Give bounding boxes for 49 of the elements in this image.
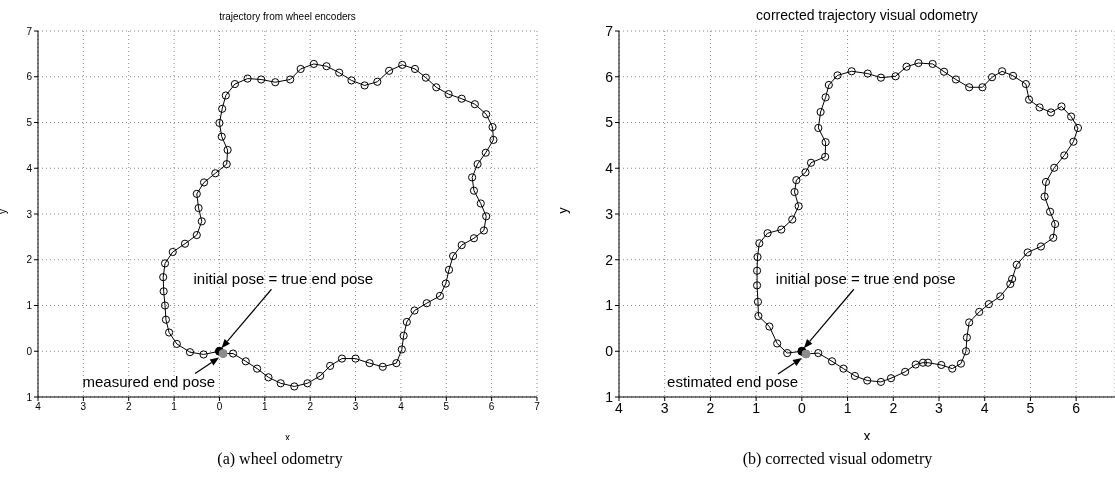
y-tick-label: 2 (26, 254, 33, 266)
x-tick-label: 3 (80, 401, 87, 413)
annotation: initial pose = true end pose (193, 270, 374, 288)
y-tick-label: 3 (605, 205, 614, 222)
x-tick-label: 4 (35, 401, 42, 413)
x-tick-label: 0 (797, 399, 806, 416)
x-tick-label: 1 (262, 401, 269, 413)
y-tick-label: 4 (26, 162, 33, 174)
x-tick-label: 2 (125, 401, 132, 413)
x-tick-label: 7 (534, 401, 541, 413)
x-tick-label: 5 (1026, 399, 1035, 416)
y-tick-label: 5 (605, 114, 614, 131)
chart-title: trajectory from wheel encoders (219, 11, 356, 22)
x-tick-label: 2 (889, 399, 898, 416)
x-tick-label: 6 (1072, 399, 1081, 416)
y-tick-label: 4 (605, 160, 614, 177)
y-tick-label: 0 (605, 343, 614, 360)
y-axis-title: y (553, 207, 570, 214)
text: (a) wheel odometry (217, 450, 343, 467)
x-tick-label: 5 (443, 401, 450, 413)
y-tick-label: 1 (26, 300, 33, 312)
x-tick-label: 2 (307, 401, 314, 413)
annotation: measured end pose (82, 372, 216, 390)
annotation: initial pose = true end pose (775, 270, 956, 288)
y-tick-label: 7 (605, 22, 614, 39)
y-tick-label: 1 (605, 297, 614, 314)
y-tick-label: 7 (26, 25, 33, 37)
x-tick-label: 0 (216, 401, 223, 413)
x-tick-label: 4 (398, 401, 405, 413)
chart-title: corrected trajectory visual odometry (756, 7, 978, 23)
x-tick-label: 3 (660, 399, 669, 416)
x-tick-label: 2 (706, 399, 715, 416)
y-tick-label: 2 (605, 251, 614, 268)
x-tick-label: 1 (171, 401, 178, 413)
x-tick-label: 6 (488, 401, 495, 413)
x-tick-label: 4 (980, 399, 989, 416)
y-tick-label: 6 (26, 71, 33, 83)
y-tick-label: 5 (26, 117, 33, 129)
x-tick-label: 3 (935, 399, 944, 416)
y-axis-title: y (0, 209, 8, 214)
annotation: estimated end pose (667, 372, 798, 390)
y-tick-label: 0 (26, 345, 33, 357)
x-tick-label: 1 (752, 399, 761, 416)
x-tick-label: 1 (843, 399, 852, 416)
text: (b) corrected visual odometry (742, 450, 933, 467)
y-tick-label: 3 (26, 208, 33, 220)
y-tick-label: 6 (605, 68, 614, 85)
x-tick-label: 3 (352, 401, 359, 413)
y-tick-label: 1 (26, 391, 33, 403)
